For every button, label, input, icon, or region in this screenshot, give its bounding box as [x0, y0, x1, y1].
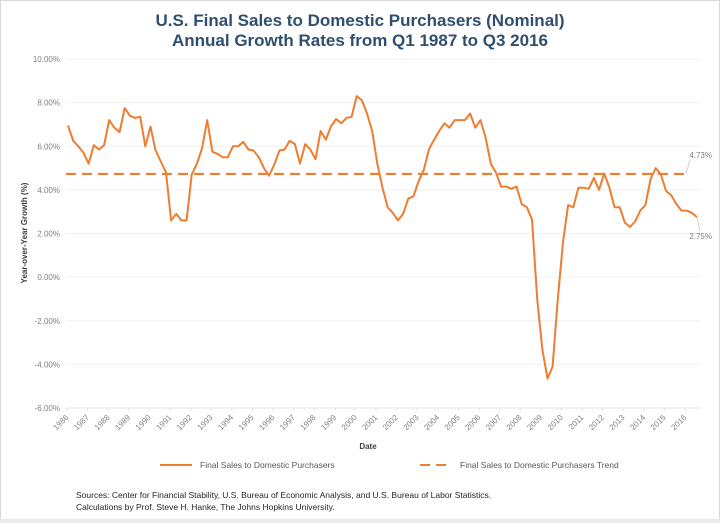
series-layer: [66, 95, 698, 380]
x-tick-label: 2012: [587, 413, 606, 432]
y-tick-label: 6.00%: [37, 142, 60, 151]
x-axis-title: Date: [359, 442, 377, 451]
chart-title: U.S. Final Sales to Domestic Purchasers …: [155, 11, 565, 30]
y-tick-label: -4.00%: [35, 360, 60, 369]
x-tick-label: 2015: [649, 413, 668, 432]
last-value-annotation-label: 2.75%: [689, 232, 712, 241]
x-tick-label: 1994: [216, 413, 235, 432]
x-tick-label: 1990: [134, 413, 153, 432]
x-tick-label: 2010: [546, 413, 565, 432]
x-tick-label: 2004: [422, 413, 441, 432]
x-axis-ticks: 1986 1987 1988 1989 1990 1991 1992 1993 1994 1995…: [51, 408, 689, 432]
legend-item-series: Final Sales to Domestic Purchasers: [160, 460, 335, 470]
x-tick-label: 2005: [443, 413, 462, 432]
x-tick-label: 1997: [278, 413, 297, 432]
gridlines: [66, 58, 700, 409]
x-tick-label: 2002: [381, 413, 400, 432]
legend-label-series: Final Sales to Domestic Purchasers: [200, 460, 335, 470]
y-tick-label: -6.00%: [35, 404, 60, 413]
y-tick-label: 4.00%: [37, 186, 60, 195]
x-tick-label: 1992: [175, 413, 194, 432]
trend-annotation-label: 4.73%: [689, 151, 712, 160]
x-tick-label: 1991: [154, 413, 173, 432]
annotation-leader: [696, 217, 701, 232]
legend-dashed-line-icon: [420, 464, 452, 466]
x-tick-label: 2008: [505, 413, 524, 432]
legend-solid-line-icon: [160, 464, 192, 466]
x-tick-label: 1996: [257, 413, 276, 432]
annotations: 4.73% 2.75%: [685, 151, 712, 241]
x-tick-label: 1987: [72, 413, 91, 432]
x-tick-label: 2000: [340, 413, 359, 432]
annotation-leader: [685, 159, 691, 175]
y-tick-label: -2.00%: [35, 317, 60, 326]
x-tick-label: 1989: [113, 413, 132, 432]
x-tick-label: 1999: [319, 413, 338, 432]
x-tick-label: 1993: [196, 413, 215, 432]
chart-subtitle: Annual Growth Rates from Q1 1987 to Q3 2…: [171, 31, 548, 50]
x-tick-label: 2003: [402, 413, 421, 432]
x-tick-label: 2009: [525, 413, 544, 432]
x-tick-label: 1995: [237, 413, 256, 432]
series-line: [67, 95, 698, 380]
y-tick-label: 8.00%: [37, 99, 60, 108]
y-tick-label: 10.00%: [33, 55, 60, 64]
bottom-strip: [0, 519, 720, 523]
x-tick-label: 1998: [299, 413, 318, 432]
x-tick-label: 2011: [567, 413, 586, 432]
x-tick-label: 2013: [608, 413, 627, 432]
footer-calculations: Calculations by Prof. Steve H. Hanke, Th…: [76, 502, 335, 512]
y-tick-label: 2.00%: [37, 230, 60, 239]
x-tick-label: 2006: [463, 413, 482, 432]
y-tick-label: 0.00%: [37, 273, 60, 282]
footer-sources: Sources: Center for Financial Stability,…: [76, 490, 492, 500]
x-tick-label: 2007: [484, 413, 503, 432]
x-tick-label: 1986: [51, 413, 70, 432]
legend-label-trend: Final Sales to Domestic Purchasers Trend: [460, 460, 619, 470]
y-axis-title: Year-over-Year Growth (%): [20, 182, 29, 283]
x-tick-label: 2014: [628, 413, 647, 432]
x-tick-label: 2016: [669, 413, 688, 432]
x-tick-label: 2001: [360, 413, 379, 432]
legend-item-trend: Final Sales to Domestic Purchasers Trend: [420, 460, 619, 470]
y-axis-ticks: 10.00% 8.00% 6.00% 4.00% 2.00% 0.00% -2.00% -4.…: [33, 55, 60, 413]
x-tick-label: 1988: [93, 413, 112, 432]
